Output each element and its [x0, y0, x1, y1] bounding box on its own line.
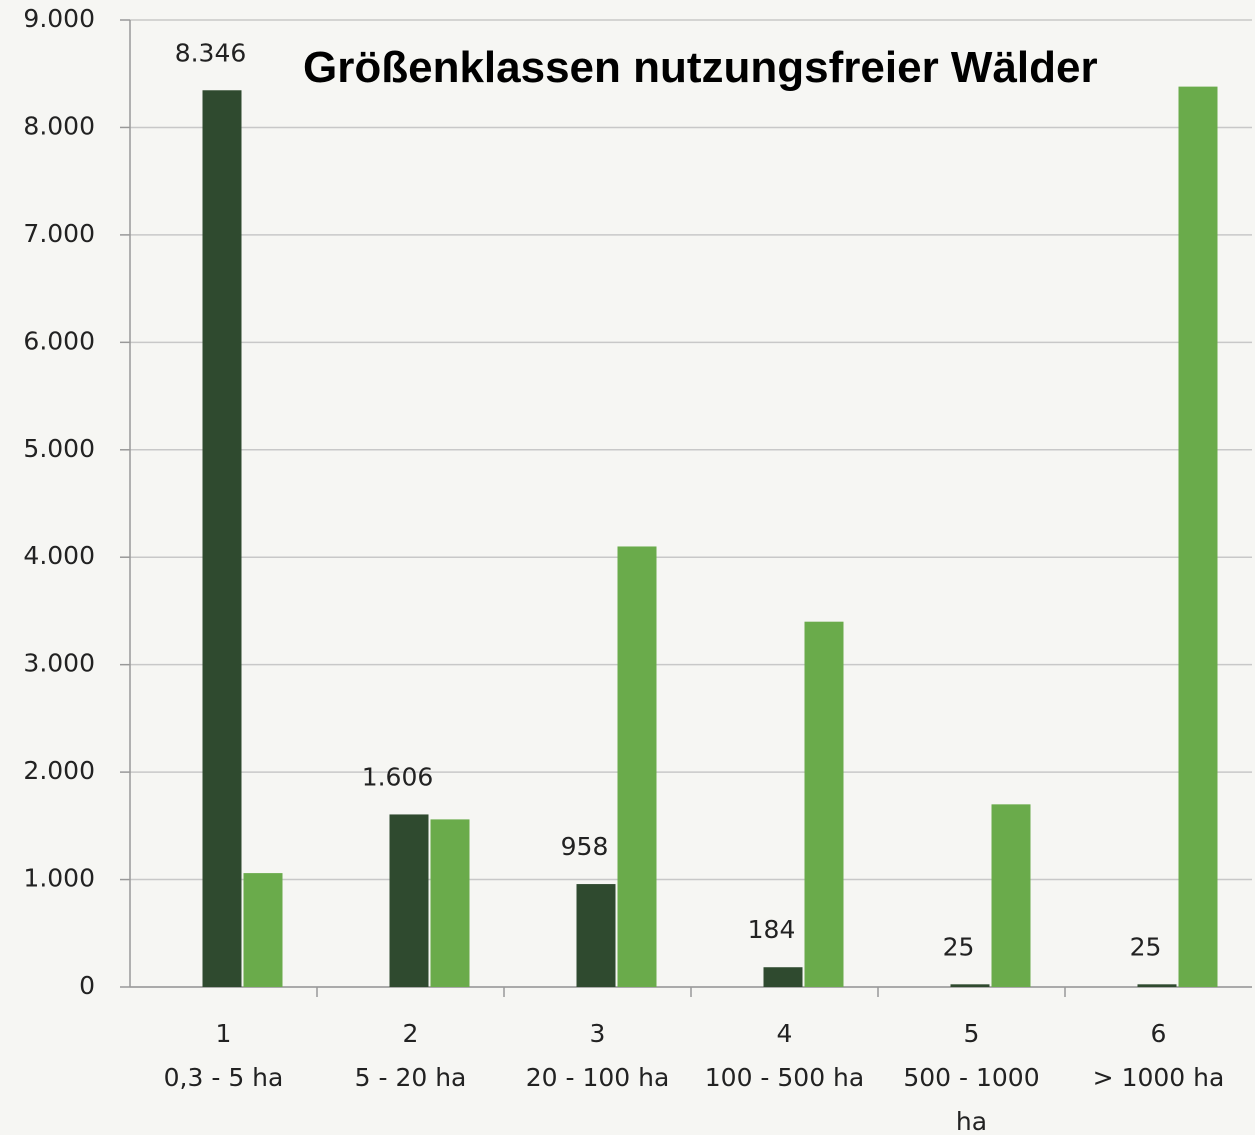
y-tick-label: 9.000	[23, 4, 95, 33]
bar	[389, 814, 429, 987]
x-tick-label: 4	[777, 1019, 793, 1048]
x-tick-label: 5	[964, 1019, 980, 1048]
data-label: 1.606	[362, 762, 434, 791]
y-tick-label: 1.000	[23, 864, 95, 893]
bar	[763, 967, 803, 987]
bar	[576, 884, 616, 987]
x-tick-label: 2	[403, 1019, 419, 1048]
bar	[430, 819, 470, 987]
y-tick-label: 8.000	[23, 111, 95, 140]
bar	[950, 984, 990, 987]
bar	[1178, 86, 1218, 988]
x-tick-label: > 1000 ha	[1093, 1063, 1225, 1092]
x-tick-label: 20 - 100 ha	[526, 1063, 670, 1092]
y-tick-label: 4.000	[23, 541, 95, 570]
data-label: 184	[748, 915, 796, 944]
bar	[991, 804, 1031, 987]
x-tick-label: 5 - 20 ha	[355, 1063, 467, 1092]
y-tick-label: 3.000	[23, 649, 95, 678]
y-tick-label: 6.000	[23, 326, 95, 355]
bar	[1137, 984, 1177, 987]
y-tick-label: 7.000	[23, 219, 95, 248]
bar	[804, 621, 844, 987]
bar	[243, 873, 283, 987]
x-tick-label: 100 - 500 ha	[705, 1063, 864, 1092]
x-tick-label: 3	[590, 1019, 606, 1048]
x-tick-label: 0,3 - 5 ha	[164, 1063, 284, 1092]
y-tick-label: 5.000	[23, 434, 95, 463]
data-label: 25	[1130, 932, 1162, 961]
data-label: 958	[561, 832, 609, 861]
y-tick-label: 0	[79, 971, 95, 1000]
x-tick-label: 6	[1151, 1019, 1167, 1048]
y-tick-label: 2.000	[23, 756, 95, 785]
x-tick-label: 500 - 1000	[903, 1063, 1039, 1092]
x-tick-label: 1	[216, 1019, 232, 1048]
bar	[202, 90, 242, 987]
data-label: 25	[943, 932, 975, 961]
data-label: 8.346	[175, 38, 247, 67]
chart-title: Größenklassen nutzungsfreier Wälder	[303, 43, 1098, 92]
bar	[617, 546, 657, 987]
x-tick-label: ha	[956, 1107, 987, 1135]
